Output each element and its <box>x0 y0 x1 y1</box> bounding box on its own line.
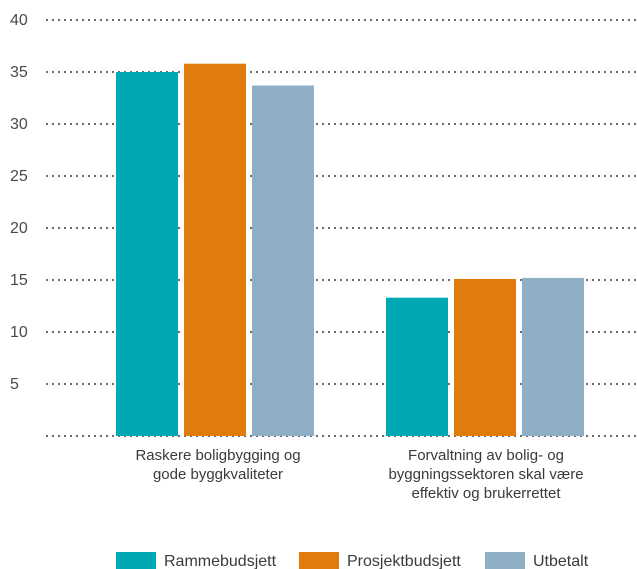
y-tick-label: 40 <box>10 12 28 29</box>
legend-swatch-rammebudsjett <box>116 552 156 569</box>
y-tick-label: 10 <box>10 324 28 341</box>
bars <box>116 63 584 437</box>
legend-swatch-prosjektbudsjett <box>299 552 339 569</box>
bar-rammebudsjett-1 <box>116 72 178 436</box>
y-tick-label: 15 <box>10 272 28 289</box>
y-tick-label: 35 <box>10 64 28 81</box>
bar-prosjektbudsjett-2 <box>454 278 516 436</box>
category-label-2-line-1: Forvaltning av bolig- og <box>408 447 564 464</box>
legend-label-rammebudsjett: Rammebudsjett <box>164 553 277 569</box>
category-label-2-line-2: byggningssektoren skal være <box>388 466 583 483</box>
y-tick-label: 5 <box>10 376 19 393</box>
legend-label-utbetalt: Utbetalt <box>533 553 589 569</box>
category-label-2-line-3: effektiv og brukerrettet <box>412 485 562 502</box>
legend-swatch-utbetalt <box>485 552 525 569</box>
legend-label-prosjektbudsjett: Prosjektbudsjett <box>347 553 461 569</box>
y-axis-ticks: 5 10 15 20 25 30 35 40 <box>10 12 28 393</box>
category-label-1-line-1: Raskere boligbygging og <box>135 447 300 464</box>
bar-utbetalt-2 <box>522 277 584 436</box>
y-tick-label: 20 <box>10 220 28 237</box>
legend: Rammebudsjett Prosjektbudsjett Utbetalt <box>116 552 589 569</box>
y-tick-label: 30 <box>10 116 28 133</box>
bar-utbetalt-1 <box>252 85 314 437</box>
category-label-1-line-2: gode byggkvaliteter <box>153 466 283 483</box>
bar-prosjektbudsjett-1 <box>184 63 246 437</box>
bar-rammebudsjett-2 <box>386 297 448 436</box>
y-tick-label: 25 <box>10 168 28 185</box>
category-labels: Raskere boligbygging og gode byggkvalitet… <box>135 447 583 502</box>
